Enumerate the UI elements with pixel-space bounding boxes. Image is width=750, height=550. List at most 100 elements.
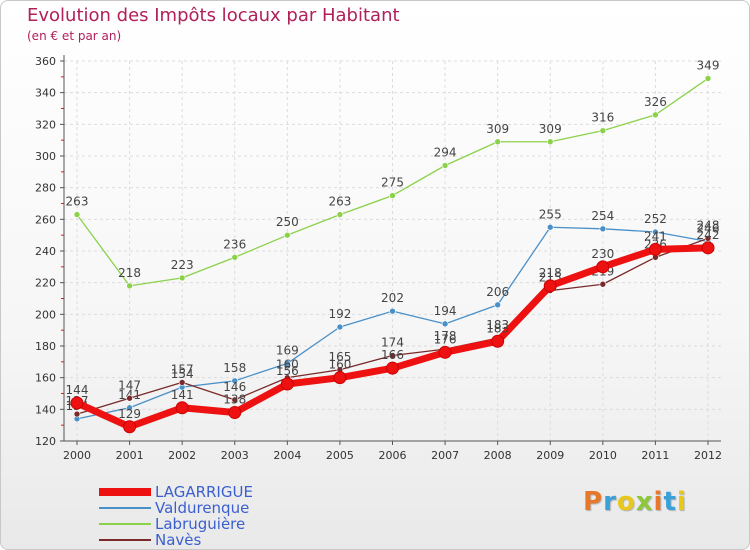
data-label: 254 [591,209,614,223]
y-tick-label: 240 [35,245,56,258]
data-point [178,379,186,386]
data-label: 275 [381,176,404,190]
data-label: 294 [434,146,457,160]
legend-item: LAGARRIGUE [99,484,399,500]
data-label: 263 [66,195,89,209]
logo-letter: P [583,487,604,517]
legend-label: Valdurenque [155,499,250,517]
logo-letter: i [653,487,664,517]
data-point [231,254,239,261]
data-label: 160 [328,358,351,372]
x-tick-label: 2012 [694,449,722,462]
data-point [175,401,189,415]
data-point [231,396,239,404]
y-tick-label: 180 [35,340,56,353]
data-label: 248 [697,218,720,232]
data-label: 138 [223,393,246,407]
x-tick-label: 2002 [168,449,196,462]
x-tick-label: 2008 [484,449,512,462]
legend-item: Navès [99,532,399,548]
data-label: 241 [644,229,667,243]
data-label: 349 [697,58,720,72]
data-point [438,345,452,359]
x-tick-label: 2000 [63,449,91,462]
data-label: 218 [118,266,141,280]
legend-swatch [99,488,151,496]
data-label: 194 [434,304,457,318]
data-label: 157 [171,362,194,376]
data-point [126,282,133,290]
data-point [441,162,449,169]
data-label: 160 [276,358,299,372]
y-tick-label: 360 [35,55,56,68]
data-label: 154 [171,367,194,381]
data-point [652,111,659,119]
x-tick-label: 2006 [379,449,407,462]
data-label: 129 [118,407,141,421]
data-point [652,228,659,236]
data-point [228,406,242,419]
data-label: 252 [644,212,667,226]
y-tick-label: 200 [35,308,56,321]
y-tick-label: 160 [35,372,56,385]
x-tick-label: 2011 [641,449,669,462]
data-point [491,334,505,348]
x-tick-label: 2004 [273,449,301,462]
x-tick-label: 2009 [536,449,564,462]
y-tick-label: 120 [35,435,56,448]
data-label: 183 [486,321,509,335]
data-point [280,377,294,391]
data-point [336,211,344,218]
data-point [284,360,291,367]
data-point [123,420,137,434]
data-point [546,138,554,146]
logo-letter: i [676,487,687,517]
data-label: 236 [223,237,246,251]
data-label: 174 [381,336,404,350]
legend-item: Valdurenque [99,500,399,516]
data-label: 230 [591,247,614,261]
logo-letter: r [603,487,617,517]
x-tick-label: 2010 [589,449,617,462]
data-label: 218 [539,266,562,280]
y-tick-label: 320 [35,118,56,131]
data-point [599,280,607,288]
data-label: 242 [697,228,720,242]
logo-letter: x [635,487,654,517]
data-label: 141 [171,388,194,402]
data-point [333,371,347,385]
data-point [389,352,396,359]
data-point [126,394,133,402]
y-tick-label: 300 [35,150,56,163]
data-label: 192 [328,307,351,321]
data-label: 309 [486,122,509,136]
data-point [701,241,715,255]
logo-letter: o [616,487,636,517]
data-point [126,404,133,412]
data-label: 166 [381,348,404,362]
data-label: 141 [118,388,141,402]
legend-swatch [99,539,151,541]
data-point [70,396,84,410]
data-point [648,242,662,256]
data-label: 165 [328,350,351,364]
x-tick-label: 2007 [431,449,459,462]
y-tick-label: 220 [35,277,56,290]
legend-label: Navès [155,531,202,549]
y-tick-label: 140 [35,403,56,416]
data-label: 326 [644,95,667,109]
data-label: 169 [276,343,299,357]
data-point [73,410,81,418]
legend-item: Labruguière [99,516,399,532]
data-point [543,279,557,293]
data-label: 202 [381,291,404,305]
logo-letter: t [663,487,677,517]
data-label: 183 [486,318,509,332]
legend-label: Labruguière [155,515,246,533]
data-point [599,127,607,134]
grid [64,60,721,442]
data-label: 246 [697,222,720,236]
data-label: 316 [591,111,614,125]
chart-title: Evolution des Impôts locaux par Habitant [27,5,400,26]
